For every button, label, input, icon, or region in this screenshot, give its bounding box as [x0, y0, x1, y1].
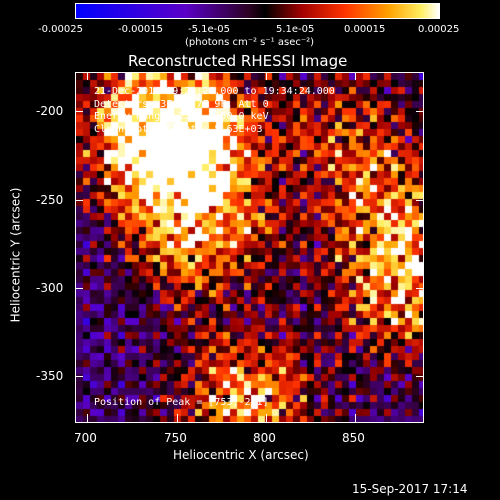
x-tick-label: 750 — [164, 431, 187, 445]
colorbar-tick-label: 5.1e-05 — [276, 24, 315, 35]
colorbar-units: (photons cm⁻² s⁻¹ asec⁻²) — [185, 37, 315, 48]
x-axis-label: Heliocentric X (arcsec) — [173, 448, 309, 462]
y-tick — [75, 111, 83, 112]
colorbar-tick-label: 0.00015 — [344, 24, 386, 35]
y-tick — [416, 376, 424, 377]
x-tick-label: 700 — [74, 431, 97, 445]
rhessi-heatmap-image — [76, 73, 423, 422]
y-axis-label: Heliocentric Y (arcsec) — [8, 187, 23, 323]
peak-position: Position of Peak = [753,-211] — [94, 397, 269, 408]
y-tick — [416, 111, 424, 112]
y-tick — [416, 288, 424, 289]
colorbar-tick-label: -0.00025 — [38, 24, 83, 35]
x-tick — [266, 72, 267, 80]
y-tick-label: -350 — [36, 369, 64, 383]
x-tick — [266, 414, 267, 422]
y-tick — [75, 288, 83, 289]
colorbar-tick-label: -0.00015 — [118, 24, 163, 35]
observation-info: 21-Dec-2014 19:24:24.000 to 19:34:24.000… — [94, 86, 335, 136]
x-tick — [355, 414, 356, 422]
plot-title: Reconstructed RHESSI Image — [128, 52, 348, 70]
y-tick — [416, 200, 424, 201]
colorbar — [75, 3, 440, 19]
x-tick — [355, 72, 356, 80]
info-detectors: Detectors: 3F 6F 7F 9F, Att 0 — [94, 98, 269, 110]
plot-frame — [75, 72, 424, 423]
y-tick-label: -200 — [36, 104, 64, 118]
y-tick-label: -250 — [36, 193, 64, 207]
y-tick-label: -300 — [36, 281, 64, 295]
x-tick — [87, 72, 88, 80]
colorbar-tick-label: -5.1e-05 — [188, 24, 230, 35]
info-time-range: 21-Dec-2014 19:24:24.000 to 19:34:24.000 — [94, 86, 335, 97]
x-tick — [87, 414, 88, 422]
x-tick-label: 850 — [342, 431, 365, 445]
y-tick — [75, 200, 83, 201]
info-energy-range: Energy Range: 25.0 - 50.0 keV — [94, 111, 269, 122]
x-tick-label: 800 — [253, 431, 276, 445]
x-tick — [177, 414, 178, 422]
colorbar-tick-label: 0.00025 — [418, 24, 460, 35]
plot-timestamp: 15-Sep-2017 17:14 — [352, 482, 468, 496]
info-counts: Clean Total Counts: 5.63E+03 — [94, 123, 263, 135]
y-tick — [75, 376, 83, 377]
x-tick — [177, 72, 178, 80]
